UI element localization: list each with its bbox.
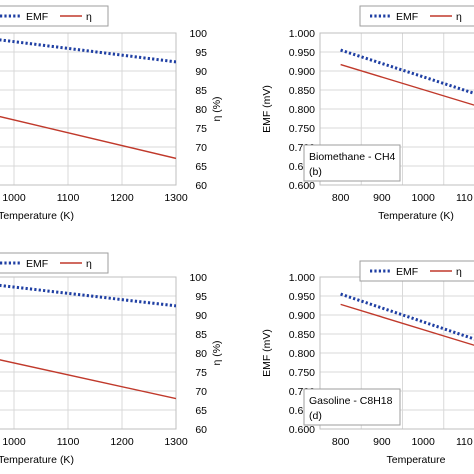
series-line-eta: [0, 115, 176, 160]
y2-tick-label: 75: [195, 367, 207, 379]
x-tick-label: 800: [332, 192, 350, 204]
y2-tick-label: 70: [195, 142, 207, 154]
y2-tick-label: 100: [189, 272, 207, 284]
y2-tick-label: 65: [195, 405, 207, 417]
y2-tick-label: 65: [195, 161, 207, 173]
legend-label: EMF: [396, 11, 418, 23]
y2-tick-label: 70: [195, 386, 207, 398]
series-line-emf: [0, 38, 176, 64]
chart-panel-bottom-right: 800 900 1000 110 Temperature 1.000 0.950 0.900 0…: [261, 260, 474, 466]
x-axis-label: Temperature: [387, 454, 446, 466]
y2-tick-label: 100: [189, 28, 207, 40]
y2-axis-label: η (%): [211, 96, 223, 121]
legend-label: η: [86, 11, 92, 23]
y-tick-label: 0.600: [289, 180, 315, 192]
y-tick-label: 0.600: [289, 424, 315, 436]
y-tick-label: 0.900: [289, 310, 315, 322]
legend-label: η: [86, 258, 92, 270]
series-line-eta: [340, 63, 474, 106]
x-tick-label: 800: [332, 436, 350, 448]
legend-box: [359, 5, 474, 27]
y2-tick-label: 95: [195, 291, 207, 303]
x-tick-label: 1300: [164, 192, 188, 204]
y2-tick-label: 60: [195, 180, 207, 192]
x-axis-label: Temperature (K): [0, 210, 74, 222]
y-tick-label: 0.800: [289, 104, 315, 116]
y2-tick-label: 60: [195, 424, 207, 436]
x-tick-label: 1100: [57, 192, 80, 204]
annotation-box: [303, 144, 401, 182]
x-tick-label: 1000: [411, 436, 435, 448]
series-line-eta: [340, 303, 474, 346]
y-tick-label: 0.750: [289, 123, 315, 135]
legend-label: η: [456, 11, 462, 23]
chart-panel-top-left: 1000 1100 1200 1300 Temperature (K) 100 95 90 85…: [0, 5, 223, 222]
y-tick-label: 0.950: [289, 291, 315, 303]
y-tick-label: 0.850: [289, 329, 315, 341]
x-tick-label: 1200: [110, 192, 134, 204]
annotation-box: [303, 388, 401, 426]
plot-area: [319, 32, 474, 186]
series-line-emf: [340, 48, 474, 95]
plot-area: [0, 32, 177, 186]
x-tick-label: 110: [456, 436, 473, 448]
y2-tick-label: 90: [195, 310, 207, 322]
legend-label: η: [456, 266, 462, 278]
legend-label: EMF: [396, 266, 418, 278]
x-axis-label: Temperature (K): [378, 210, 454, 222]
y-tick-label: 1.000: [289, 272, 315, 284]
y2-tick-label: 95: [195, 47, 207, 59]
y2-tick-label: 85: [195, 329, 207, 341]
x-tick-label: 900: [373, 436, 391, 448]
legend-box: [0, 252, 109, 274]
x-tick-label: 1300: [164, 436, 188, 448]
legend-box: [359, 260, 474, 282]
x-tick-label: 900: [373, 192, 391, 204]
y2-tick-label: 85: [195, 85, 207, 97]
x-tick-label: 1000: [2, 436, 26, 448]
y2-tick-label: 75: [195, 123, 207, 135]
chart-panel-bottom-left: 1000 1100 1200 1300 Temperature (K) 100 95 90 85…: [0, 252, 223, 466]
series-line-eta: [0, 359, 176, 400]
x-tick-label: 1000: [411, 192, 435, 204]
y-tick-label: 0.750: [289, 367, 315, 379]
legend-box: [0, 5, 109, 27]
series-line-emf: [340, 292, 474, 341]
panel-tag: (d): [309, 410, 322, 422]
y-tick-label: 1.000: [289, 28, 315, 40]
legend-label: EMF: [26, 258, 48, 270]
y-tick-label: 0.900: [289, 66, 315, 78]
y2-axis-label: η (%): [211, 340, 223, 365]
y-tick-label: 0.950: [289, 47, 315, 59]
y2-tick-label: 90: [195, 66, 207, 78]
x-tick-label: 1200: [110, 436, 134, 448]
series-line-emf: [0, 283, 176, 308]
fuel-label: Biomethane - CH4: [309, 151, 396, 163]
x-tick-label: 110: [456, 192, 473, 204]
y-axis-label: EMF (mV): [261, 85, 273, 133]
y-axis-label: EMF (mV): [261, 329, 273, 377]
y2-tick-label: 80: [195, 348, 207, 360]
y-tick-label: 0.800: [289, 348, 315, 360]
legend-label: EMF: [26, 11, 48, 23]
plot-area: [0, 276, 177, 430]
y2-tick-label: 80: [195, 104, 207, 116]
y-tick-label: 0.850: [289, 85, 315, 97]
panel-tag: (b): [309, 166, 322, 178]
x-axis-label: Temperature (K): [0, 454, 74, 466]
x-tick-label: 1100: [57, 436, 80, 448]
fuel-label: Gasoline - C8H18: [309, 395, 393, 407]
x-tick-label: 1000: [2, 192, 26, 204]
